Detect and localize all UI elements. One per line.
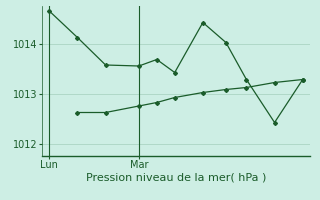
X-axis label: Pression niveau de la mer( hPa ): Pression niveau de la mer( hPa ) — [86, 173, 266, 183]
